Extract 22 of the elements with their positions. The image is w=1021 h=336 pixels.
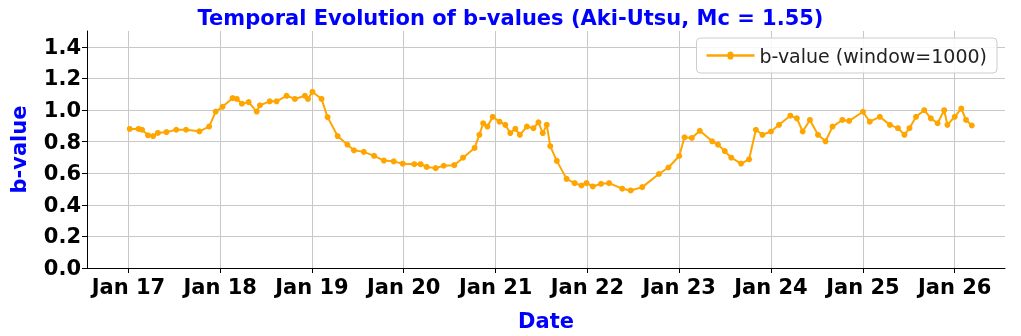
y-tick-label: 0.0 <box>43 256 81 280</box>
x-tick-label: Jan 20 <box>364 274 441 299</box>
legend-label: b-value (window=1000) <box>759 44 987 67</box>
x-tick-label: Jan 21 <box>456 274 533 299</box>
y-tick-label: 1.4 <box>43 34 81 59</box>
x-tick-label: Jan 18 <box>181 274 257 299</box>
y-axis-title: b-value <box>6 105 31 194</box>
x-tick-label: Jan 23 <box>640 274 716 299</box>
x-tick-label: Jan 19 <box>273 274 349 299</box>
x-tick-label: Jan 17 <box>89 274 166 299</box>
x-tick-label: Jan 26 <box>915 274 992 299</box>
x-tick-label: Jan 25 <box>824 274 900 299</box>
y-tick-label: 1.0 <box>43 98 81 122</box>
x-axis-title: Date <box>518 308 574 333</box>
y-tick-label: 0.4 <box>43 192 81 217</box>
x-tick-label: Jan 22 <box>548 274 625 299</box>
y-tick-label: 0.8 <box>43 129 81 154</box>
chart-title: Temporal Evolution of b-values (Aki-Utsu, Mc = 1.55) <box>197 5 824 30</box>
y-tick-label: 0.2 <box>43 224 81 249</box>
x-tick-label: Jan 24 <box>732 274 808 299</box>
y-tick-label: 1.2 <box>43 66 81 91</box>
y-tick-label: 0.6 <box>43 161 81 186</box>
